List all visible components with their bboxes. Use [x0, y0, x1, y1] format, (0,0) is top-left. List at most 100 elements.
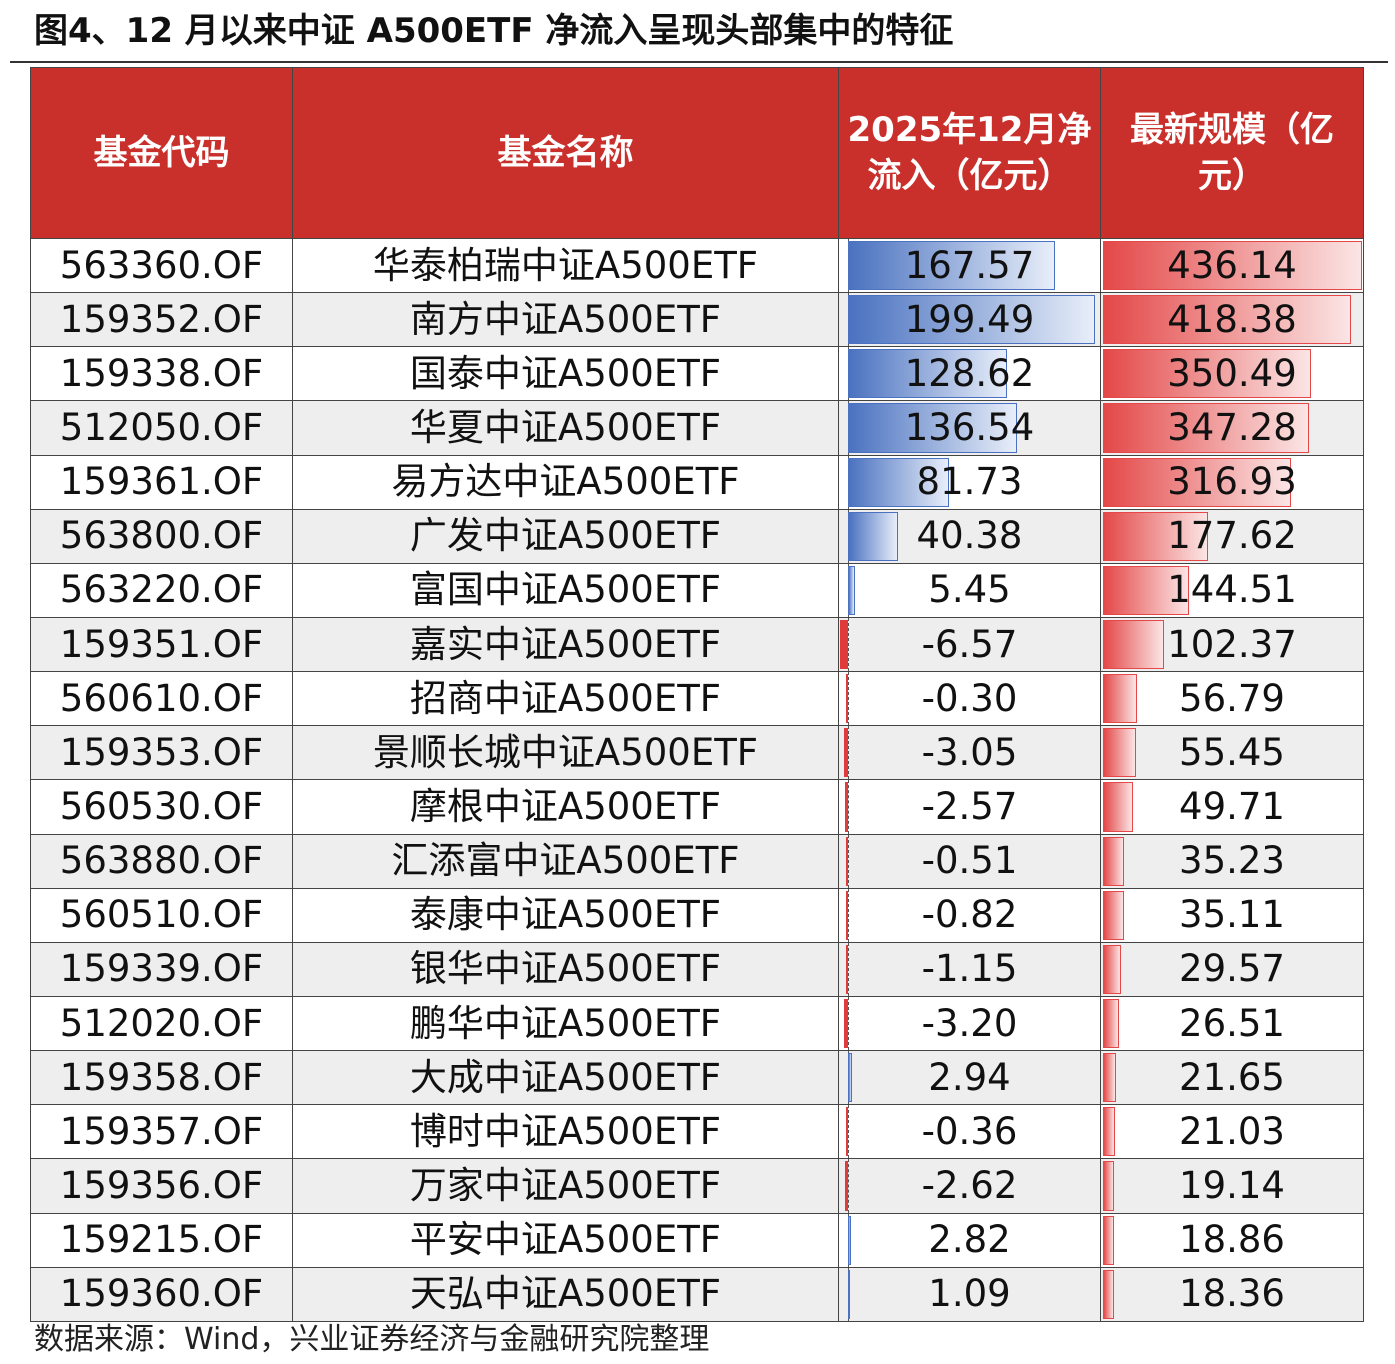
scale-cell: 21.03	[1100, 1104, 1364, 1160]
inflow-cell: 1.09	[838, 1266, 1101, 1322]
fund-name-cell: 国泰中证A500ETF	[292, 346, 839, 402]
fund-name-cell: 景顺长城中证A500ETF	[292, 725, 839, 781]
inflow-cell: 40.38	[838, 508, 1101, 564]
inflow-value: -0.30	[921, 676, 1018, 720]
fund-name-cell: 天弘中证A500ETF	[292, 1266, 839, 1322]
inflow-zero-axis	[848, 672, 849, 725]
inflow-cell: 167.57	[838, 237, 1101, 294]
scale-bar	[1103, 511, 1209, 561]
scale-bar	[1103, 1215, 1115, 1265]
fund-name-cell: 易方达中证A500ETF	[292, 454, 839, 510]
table-row: 560510.OF 泰康中证A500ETF -0.82 35.11	[30, 887, 1364, 943]
fund-name-cell: 华夏中证A500ETF	[292, 400, 839, 456]
fund-name-cell: 博时中证A500ETF	[292, 1104, 839, 1160]
scale-cell: 21.65	[1100, 1050, 1364, 1106]
table-row: 563800.OF 广发中证A500ETF 40.38 177.62	[30, 508, 1364, 564]
table-row: 560610.OF 招商中证A500ETF -0.30 56.79	[30, 671, 1364, 727]
scale-bar	[1103, 1053, 1116, 1103]
fund-code-cell: 159338.OF	[30, 346, 293, 402]
table-row: 159358.OF 大成中证A500ETF 2.94 21.65	[30, 1050, 1364, 1106]
table-row: 159361.OF 易方达中证A500ETF 81.73 316.93	[30, 454, 1364, 510]
fund-code-cell: 159361.OF	[30, 454, 293, 510]
fund-code-cell: 512020.OF	[30, 995, 293, 1052]
inflow-zero-axis	[848, 889, 849, 942]
fund-name-cell: 招商中证A500ETF	[292, 671, 839, 727]
inflow-bar	[848, 1269, 850, 1319]
scale-bar	[1103, 944, 1121, 994]
fund-code-cell: 159353.OF	[30, 725, 293, 781]
scale-cell: 418.38	[1100, 292, 1364, 348]
inflow-bar	[846, 1107, 848, 1157]
scale-value: 144.51	[1167, 568, 1297, 612]
fund-code-cell: 159339.OF	[30, 941, 293, 997]
scale-cell: 102.37	[1100, 616, 1364, 673]
inflow-zero-axis	[848, 618, 849, 671]
scale-cell: 26.51	[1100, 995, 1364, 1052]
scale-value: 49.71	[1179, 784, 1285, 828]
inflow-value: 40.38	[916, 514, 1023, 558]
inflow-cell: 81.73	[838, 454, 1101, 510]
fund-name-cell: 平安中证A500ETF	[292, 1212, 839, 1268]
table-row: 512050.OF 华夏中证A500ETF 136.54 347.28	[30, 400, 1364, 456]
inflow-value: 81.73	[916, 460, 1023, 504]
figure-title: 图4、12 月以来中证 A500ETF 净流入呈现头部集中的特征	[34, 11, 954, 51]
inflow-cell: -0.51	[838, 833, 1101, 889]
scale-cell: 436.14	[1100, 237, 1364, 294]
inflow-value: -6.57	[921, 622, 1018, 666]
fund-code-cell: 159357.OF	[30, 1104, 293, 1160]
inflow-bar	[844, 728, 848, 778]
fund-name-cell: 华泰柏瑞中证A500ETF	[292, 237, 839, 294]
fund-name-cell: 汇添富中证A500ETF	[292, 833, 839, 889]
scale-value: 19.14	[1179, 1163, 1285, 1207]
scale-cell: 316.93	[1100, 454, 1364, 510]
scale-bar	[1103, 1107, 1116, 1157]
inflow-zero-axis	[848, 780, 849, 834]
inflow-bar	[846, 674, 848, 724]
inflow-bar	[846, 944, 848, 994]
scale-cell: 18.86	[1100, 1212, 1364, 1268]
scale-bar	[1103, 674, 1137, 724]
inflow-cell: 2.94	[838, 1050, 1101, 1106]
inflow-zero-axis	[848, 1159, 849, 1213]
scale-cell: 347.28	[1100, 400, 1364, 456]
scale-value: 35.11	[1179, 893, 1285, 937]
scale-value: 418.38	[1167, 297, 1297, 341]
inflow-cell: 2.82	[838, 1212, 1101, 1268]
table-row: 159352.OF 南方中证A500ETF 199.49 418.38	[30, 292, 1364, 348]
inflow-cell: 5.45	[838, 562, 1101, 618]
inflow-bar	[848, 511, 898, 561]
scale-bar	[1103, 782, 1133, 832]
fund-name-cell: 摩根中证A500ETF	[292, 779, 839, 835]
inflow-cell: -3.05	[838, 725, 1101, 781]
inflow-value: -0.82	[921, 893, 1018, 937]
table-row: 159351.OF 嘉实中证A500ETF -6.57 102.37	[30, 616, 1364, 673]
fund-name-cell: 广发中证A500ETF	[292, 508, 839, 564]
inflow-zero-axis	[848, 943, 849, 996]
inflow-value: -2.62	[921, 1163, 1018, 1207]
fund-code-cell: 159351.OF	[30, 616, 293, 673]
inflow-value: 136.54	[904, 405, 1035, 449]
fund-code-cell: 159356.OF	[30, 1158, 293, 1214]
scale-bar	[1103, 1161, 1115, 1211]
inflow-bar	[844, 998, 848, 1049]
inflow-zero-axis	[848, 997, 849, 1050]
scale-bar	[1103, 836, 1124, 886]
inflow-bar	[848, 457, 950, 507]
table-row: 563880.OF 汇添富中证A500ETF -0.51 35.23	[30, 833, 1364, 889]
fund-name-cell: 泰康中证A500ETF	[292, 887, 839, 943]
scale-value: 21.65	[1179, 1055, 1285, 1099]
fund-code-cell: 560510.OF	[30, 887, 293, 943]
inflow-bar	[846, 890, 848, 940]
inflow-value: -2.57	[921, 784, 1018, 828]
scale-value: 177.62	[1167, 514, 1297, 558]
title-divider	[10, 61, 1388, 63]
inflow-bar	[848, 295, 1095, 345]
table-row: 159338.OF 国泰中证A500ETF 128.62 350.49	[30, 346, 1364, 402]
scale-bar	[1103, 241, 1362, 291]
table-row: 159215.OF 平安中证A500ETF 2.82 18.86	[30, 1212, 1364, 1268]
scale-value: 347.28	[1167, 405, 1297, 449]
inflow-value: -3.20	[921, 1001, 1018, 1045]
scale-bar	[1103, 565, 1189, 615]
inflow-value: 2.82	[928, 1218, 1011, 1262]
inflow-bar	[848, 565, 855, 615]
